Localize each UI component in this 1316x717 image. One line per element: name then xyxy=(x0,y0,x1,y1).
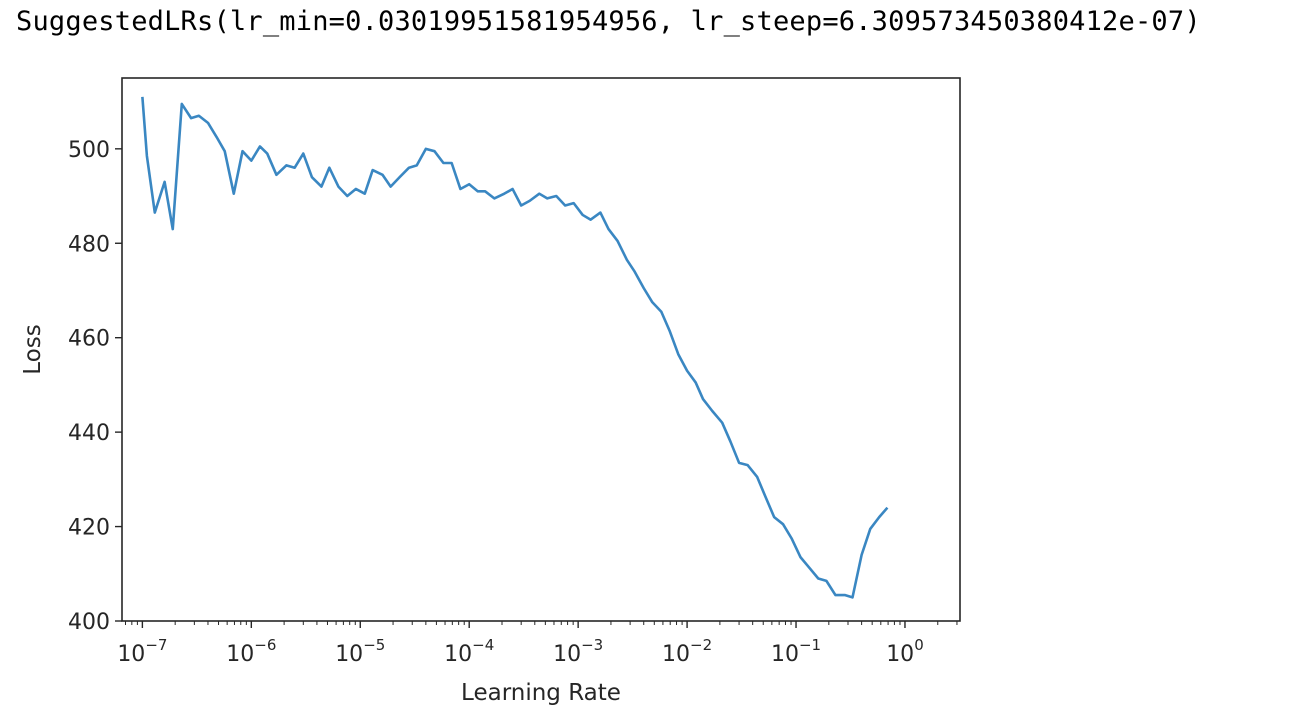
y-tick-label: 460 xyxy=(68,327,110,352)
y-axis-label: Loss xyxy=(20,324,46,374)
y-tick-label: 400 xyxy=(68,610,110,635)
x-tick-label: 10−6 xyxy=(226,636,276,667)
x-axis-label: Learning Rate xyxy=(461,680,621,706)
y-tick-label: 420 xyxy=(68,516,110,541)
y-tick-label: 500 xyxy=(68,138,110,163)
y-tick-label: 480 xyxy=(68,232,110,257)
y-tick-label: 440 xyxy=(68,421,110,446)
y-axis-ticks: 400 420 440 460 480 500 xyxy=(68,138,122,635)
x-tick-label: 10−2 xyxy=(662,636,712,667)
x-tick-label: 10−5 xyxy=(335,636,385,667)
x-tick-label: 10−7 xyxy=(117,636,167,667)
suggested-lrs-output: SuggestedLRs(lr_min=0.03019951581954956,… xyxy=(16,6,1201,37)
x-tick-label: 10−4 xyxy=(444,636,494,667)
x-tick-label: 10−3 xyxy=(553,636,603,667)
plot-area xyxy=(121,77,961,622)
x-axis-ticks: 10−7 10−6 10−5 10−4 10−3 10−2 10−1 100 xyxy=(117,621,958,667)
loss-series-line xyxy=(141,96,889,599)
x-tick-label: 100 xyxy=(886,636,924,667)
x-tick-label: 10−1 xyxy=(771,636,821,667)
